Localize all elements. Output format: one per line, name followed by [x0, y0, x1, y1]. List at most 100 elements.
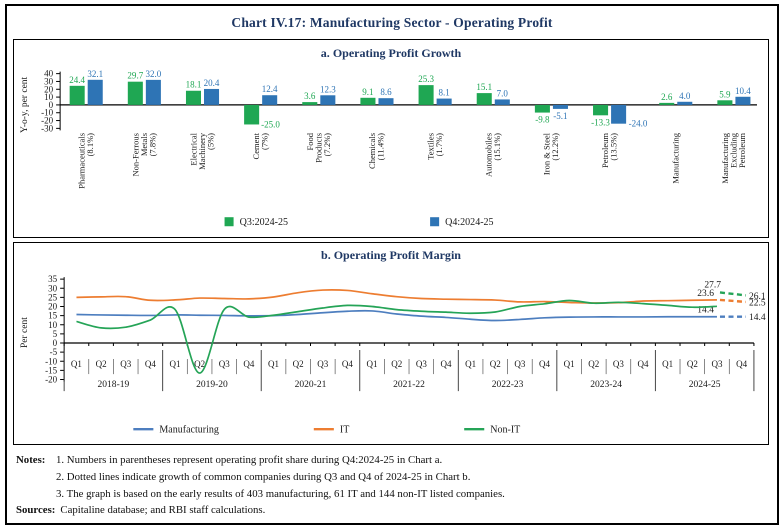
- quarter-label: Q1: [662, 359, 673, 369]
- quarter-label: Q2: [96, 359, 108, 369]
- note-text: 1. Numbers in parentheses represent oper…: [56, 454, 443, 466]
- y-tick-label: 30: [48, 283, 58, 293]
- panel-operating-profit-margin: b. Operating Profit Margin 35 30 25 20 15 10 5 0…: [13, 242, 769, 445]
- category-label: ElectricalMachinery(5%): [188, 132, 215, 170]
- bar-value-label: 5.9: [719, 89, 731, 99]
- y-tick-label: 20: [48, 302, 58, 312]
- quarter-label: Q4: [440, 359, 452, 369]
- bar-q3: [185, 90, 201, 105]
- category-label: Non-FerrousMetals(7.8%): [130, 133, 157, 177]
- quarter-label: Q3: [120, 359, 132, 369]
- bar-value-label: 20.4: [204, 78, 220, 88]
- bar-value-label: 29.7: [127, 71, 143, 81]
- bar-q4: [378, 98, 394, 105]
- quarter-label: Q2: [293, 359, 305, 369]
- quarter-label: Q3: [514, 359, 526, 369]
- bar-q3: [593, 104, 609, 116]
- year-label: 2020-21: [295, 380, 327, 390]
- bar-value-label: 9.1: [362, 87, 373, 97]
- page-title: Chart IV.17: Manufacturing Sector - Oper…: [231, 15, 553, 30]
- y-tick-label: -5: [50, 347, 58, 357]
- y-tick-label: -10: [45, 356, 58, 366]
- quarter-label: Q2: [194, 359, 206, 369]
- quarter-label: Q4: [638, 359, 650, 369]
- y-tick-label: 15: [48, 311, 58, 321]
- chart-figure: Chart IV.17: Manufacturing Sector - Oper…: [5, 4, 779, 525]
- bar-value-label: 10.4: [735, 86, 751, 96]
- bar-q4: [552, 104, 568, 109]
- year-label: 2023-24: [590, 380, 622, 390]
- panel-b-title: b. Operating Profit Margin: [321, 248, 461, 262]
- quarter-label: Q4: [539, 359, 551, 369]
- y-tick-label: -15: [45, 365, 58, 375]
- year-label: 2022-23: [492, 380, 524, 390]
- bar-value-label: -25.0: [261, 119, 280, 129]
- line-manufacturing: [76, 309, 717, 322]
- bar-value-label: 32.1: [87, 69, 103, 79]
- bar-q4: [204, 88, 220, 105]
- quarter-label: Q2: [588, 359, 600, 369]
- quarter-label: Q3: [219, 359, 231, 369]
- y-tick-label: 0: [49, 100, 54, 110]
- bar-value-label: 7.0: [497, 88, 509, 98]
- bar-value-label: -13.3: [591, 117, 610, 127]
- dashed-non-it: [719, 291, 747, 297]
- category-label: Iron & Steel(12.2%): [542, 132, 561, 175]
- y-tick-label: -10: [41, 108, 54, 118]
- bar-value-label: 3.6: [304, 91, 316, 101]
- sources-text: Capitaline database; and RBI staff calcu…: [60, 504, 266, 517]
- quarter-label: Q4: [145, 359, 157, 369]
- category-label: Petroleum(13.5%): [600, 133, 619, 168]
- dashed-q4-label: 22.5: [749, 298, 766, 308]
- legend-swatch-q3: [224, 217, 234, 227]
- quarter-label: Q3: [416, 359, 428, 369]
- bar-value-label: -24.0: [629, 119, 648, 129]
- quarter-label: Q4: [342, 359, 354, 369]
- notes-label: Notes:: [16, 454, 46, 466]
- quarter-label: Q4: [736, 359, 748, 369]
- bar-value-label: 2.6: [661, 92, 673, 102]
- bar-value-label: -9.8: [535, 115, 550, 125]
- quarter-label: Q1: [71, 359, 82, 369]
- year-label: 2021-22: [393, 380, 425, 390]
- bar-value-label: -5.1: [553, 111, 567, 121]
- bar-q4: [87, 79, 103, 105]
- note-text: 2. Dotted lines indicate growth of commo…: [56, 470, 471, 483]
- notes-section: Notes: 1. Numbers in parentheses represe…: [16, 452, 770, 519]
- panel-a-title: a. Operating Profit Growth: [321, 46, 462, 60]
- y-tick-label: 35: [48, 274, 58, 284]
- sources-label: Sources:: [16, 504, 56, 517]
- operating-profit-margin-chart: b. Operating Profit Margin 35302520151050…: [20, 248, 766, 436]
- note-item: Notes: 1. Numbers in parentheses represe…: [16, 452, 770, 469]
- legend: Q3:2024-25 Q4:2024-25: [224, 217, 494, 228]
- bar-q3: [244, 104, 260, 125]
- bar-value-label: 8.6: [380, 87, 392, 97]
- year-label: 2024-25: [689, 380, 721, 390]
- note-item: 2. Dotted lines indicate growth of commo…: [16, 469, 770, 486]
- bar-q3: [302, 102, 318, 105]
- y-tick-label: -20: [45, 375, 58, 385]
- dashed-q3-label: 27.7: [704, 280, 721, 290]
- panel-operating-profit-growth: a. Operating Profit Growth 40 30 20 10 0 -10 -2…: [13, 39, 769, 238]
- bar-q4: [145, 79, 161, 105]
- bar-value-label: 12.3: [320, 84, 336, 94]
- legend-swatch-q4: [430, 217, 440, 227]
- bar-q3: [360, 97, 376, 105]
- y-tick-label: 10: [48, 320, 58, 330]
- legend-label-q4: Q4:2024-25: [445, 217, 493, 228]
- bar-q4: [611, 104, 627, 124]
- bar-q3: [717, 100, 733, 105]
- quarter-label: Q3: [711, 359, 723, 369]
- legend-label-non-it: Non-IT: [490, 425, 520, 436]
- category-label: Textiles(1.7%): [425, 133, 444, 160]
- quarter-label: Q2: [687, 359, 699, 369]
- bar-value-label: 8.1: [439, 88, 450, 98]
- bar-q4: [436, 98, 452, 105]
- line-it: [76, 289, 717, 304]
- category-label: Manufacturing: [670, 132, 680, 183]
- bar-value-label: 18.1: [186, 80, 202, 90]
- bar-q4: [262, 95, 278, 105]
- quarter-label: Q1: [169, 359, 180, 369]
